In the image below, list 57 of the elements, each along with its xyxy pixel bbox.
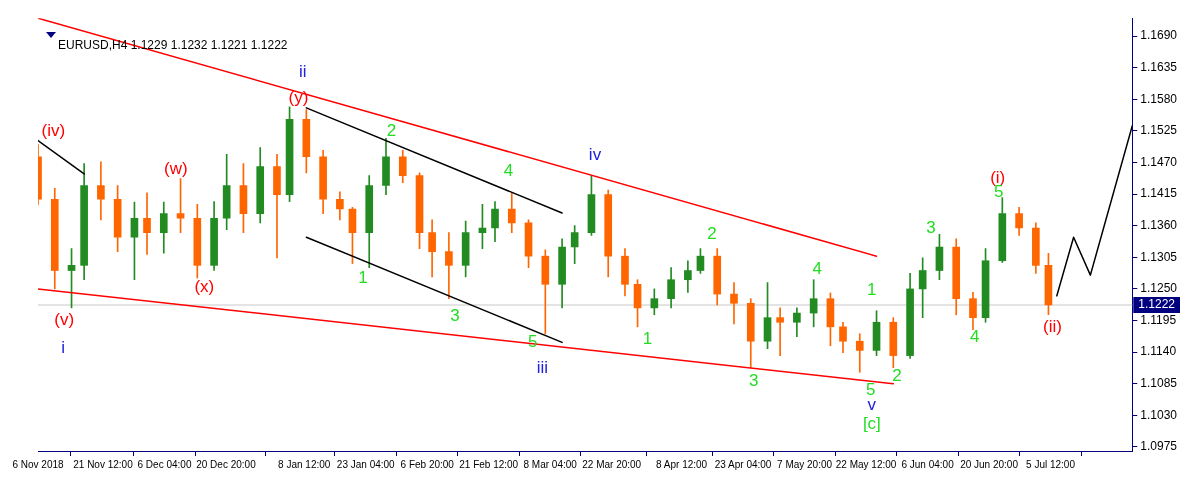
annotation: 1 [358,267,368,287]
annotation: 3 [450,305,460,325]
annotation: 3 [926,217,936,237]
x-tick-label: 5 Jul 12:00 [1026,458,1076,470]
annotation: i [61,337,66,357]
x-tick-label: 22 Mar 20:00 [582,458,642,470]
y-tick-label: 1.0975 [1140,439,1178,454]
annotation: [c] [862,414,881,434]
y-tick-label: 1.1470 [1140,154,1178,169]
y-tick-label: 1.1635 [1140,59,1178,74]
y-tick-label: 1.1085 [1140,376,1178,391]
text: EURUSD,H4 1.1229 1.1232 1.1221 1.1222 [58,37,288,52]
candlestick [776,307,784,356]
x-tick-label: 8 Jan 12:00 [278,458,331,470]
annotation: iv [588,145,602,165]
x-tick-label: 21 Feb 12:00 [459,458,519,470]
x-tick-label: 6 Nov 2018 [12,458,65,470]
annotation: (ii) [1042,316,1062,336]
annotation: 2 [707,224,717,244]
annotation: (y) [288,87,309,107]
x-tick-label: 23 Apr 04:00 [714,458,772,470]
x-tick-label: 20 Dec 20:00 [196,458,257,470]
annotation: 4 [812,259,822,279]
x-tick-label: 8 Mar 04:00 [523,458,578,470]
annotation: (w) [164,158,188,178]
x-tick-label: 7 May 20:00 [777,458,833,470]
y-tick-label: 1.1030 [1140,407,1178,422]
y-tick-label: 1.1360 [1140,218,1178,232]
x-tick-label: 22 May 12:00 [835,458,897,470]
x-tick-label: 23 Jan 04:00 [336,458,396,470]
x-tick-label: 6 Feb 20:00 [400,458,455,470]
ref-line-label: 1.1222 [1138,297,1176,312]
x-tick-label: 6 Jun 04:00 [901,458,955,470]
annotation: 1 [642,329,653,349]
y-tick-label: 1.1690 [1140,28,1178,43]
annotation: iii [536,357,549,377]
annotation: (v) [54,309,75,329]
x-tick-label: 8 Apr 12:00 [656,458,708,470]
y-tick-label: 1.1525 [1140,123,1178,138]
annotation: ii [299,61,307,81]
y-tick-label: 1.1140 [1140,344,1177,359]
y-tick-label: 1.1195 [1140,312,1177,327]
y-tick-label: 1.1305 [1140,249,1178,264]
annotation: 3 [748,370,759,390]
y-tick-label: 1.1415 [1140,186,1178,201]
annotation: 2 [386,121,397,141]
x-tick-label: 21 Nov 12:00 [73,458,134,470]
y-tick-label: 1.1580 [1140,91,1178,106]
annotation: 4 [969,327,980,347]
annotation: (iv) [41,121,66,141]
annotation: 2 [892,366,902,386]
annotation: (x) [194,277,215,297]
annotation: 4 [503,161,514,181]
y-tick-label: 1.1250 [1140,281,1178,296]
annotation: 1 [867,279,877,299]
x-tick-label: 20 Jun 20:00 [960,458,1019,470]
x-tick-label: 6 Dec 04:00 [137,458,192,470]
